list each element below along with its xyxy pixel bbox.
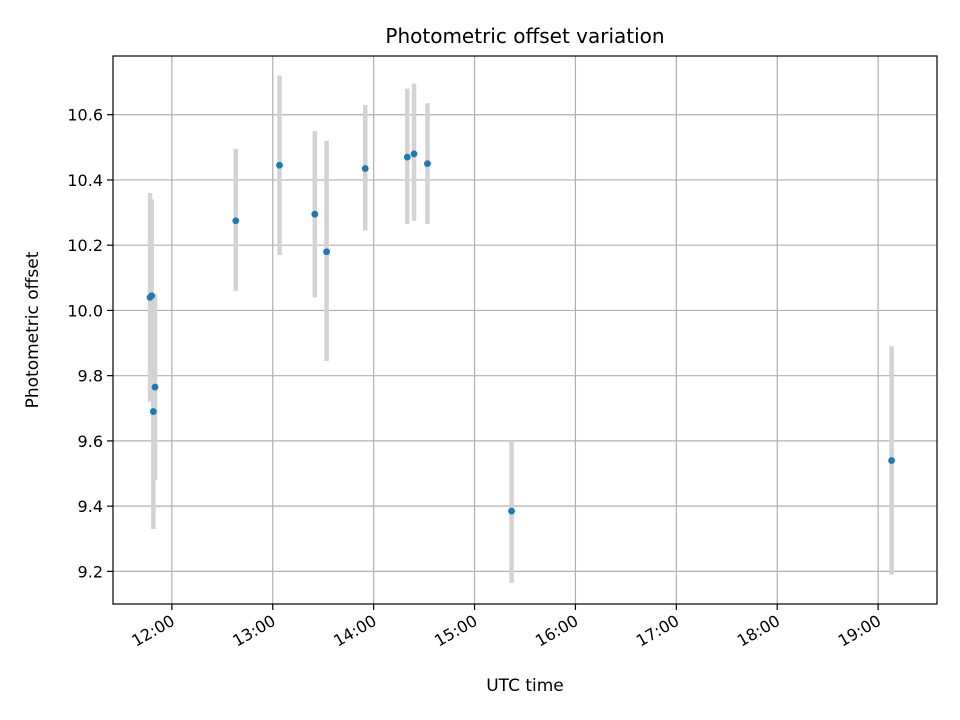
chart-title: Photometric offset variation	[385, 24, 664, 48]
y-tick-label: 10.2	[67, 236, 103, 255]
y-tick-label: 9.8	[78, 367, 103, 386]
y-tick-label: 9.4	[78, 497, 103, 516]
data-point	[403, 153, 411, 161]
data-point	[148, 292, 156, 300]
data-point	[151, 383, 159, 391]
data-point	[311, 210, 319, 218]
data-point	[410, 150, 418, 158]
y-axis-title: Photometric offset	[23, 251, 43, 408]
y-tick-label: 10.6	[67, 106, 103, 125]
point-layer	[146, 150, 895, 515]
data-point	[276, 161, 283, 169]
plot-area-frame	[112, 55, 938, 605]
y-tick-label: 9.6	[78, 432, 103, 451]
y-tick-label: 10.4	[67, 171, 103, 190]
grid-layer	[113, 56, 937, 604]
data-point	[424, 160, 431, 168]
data-point	[232, 217, 240, 225]
data-point	[149, 408, 157, 415]
y-tick-label: 9.2	[78, 562, 103, 581]
data-point	[361, 165, 369, 172]
x-axis-title: UTC time	[486, 676, 564, 696]
data-point	[888, 457, 895, 464]
data-point	[508, 507, 515, 515]
y-axis-ticks: 9.2 9.4 9.6 9.8 10.0 10.2 10.4 10.6	[67, 106, 113, 581]
data-point	[323, 248, 330, 256]
y-tick-label: 10.0	[67, 301, 103, 320]
